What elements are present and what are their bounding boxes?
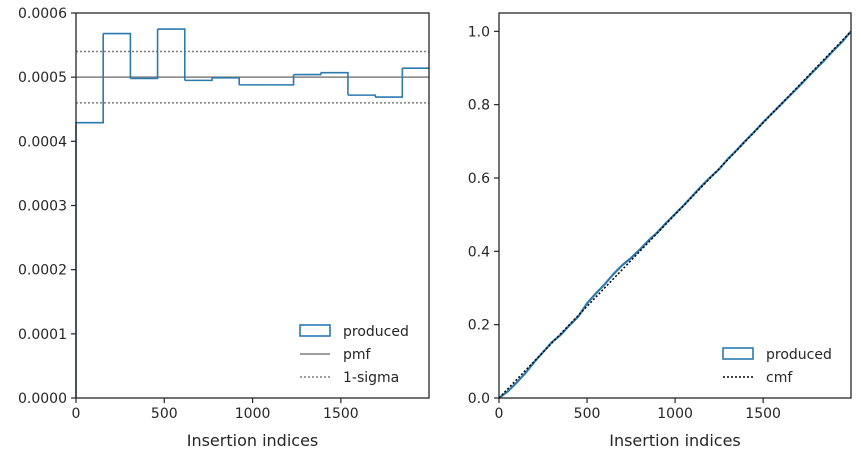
cumulative-legend: produced cmf bbox=[722, 347, 832, 386]
histogram-bin bbox=[266, 74, 295, 86]
x-tick-label: 1000 bbox=[235, 406, 271, 422]
histogram-panel: 0 500 1000 1500 0.0000 0.0001 0.0002 0.0003 0.00… bbox=[18, 6, 430, 450]
histogram-bin bbox=[347, 94, 376, 98]
histogram-ticks: 0 500 1000 1500 0.0000 0.0001 0.0002 0.0003 0.00… bbox=[18, 6, 359, 422]
y-tick-label: 0.6 bbox=[468, 171, 490, 187]
cmf-line bbox=[498, 30, 852, 399]
histogram-legend: produced pmf 1-sigma bbox=[299, 324, 409, 386]
cumulative-xlabel: Insertion indices bbox=[609, 431, 741, 450]
histogram-bin bbox=[130, 29, 159, 80]
y-tick-label: 0.0001 bbox=[18, 327, 67, 343]
histogram-bin bbox=[184, 77, 213, 82]
y-tick-label: 0.8 bbox=[468, 98, 490, 114]
histogram-bin bbox=[211, 77, 240, 85]
legend-produced-label: produced bbox=[766, 347, 832, 363]
y-tick-label: 1.0 bbox=[468, 24, 490, 40]
histogram-axes-frame bbox=[75, 12, 430, 399]
y-tick-label: 0.4 bbox=[468, 244, 490, 260]
legend-produced-label: produced bbox=[343, 324, 409, 340]
x-tick-label: 500 bbox=[574, 406, 601, 422]
histogram-bin bbox=[375, 68, 404, 98]
histogram-bin bbox=[293, 72, 322, 76]
cumulative-ticks: 0 500 1000 1500 0.0 0.2 0.4 0.6 0.8 1.0 bbox=[468, 24, 781, 422]
histogram-xlabel: Insertion indices bbox=[187, 431, 319, 450]
y-tick-label: 0.0003 bbox=[18, 199, 67, 215]
histogram-bin bbox=[320, 71, 349, 96]
histogram-marks bbox=[75, 28, 429, 398]
cumulative-marks bbox=[498, 30, 852, 399]
histogram-bin bbox=[103, 32, 132, 79]
x-tick-label: 0 bbox=[72, 406, 81, 422]
legend-produced-swatch bbox=[299, 324, 331, 337]
x-tick-label: 1500 bbox=[323, 406, 359, 422]
x-tick-label: 1000 bbox=[657, 406, 693, 422]
y-tick-label: 0.0002 bbox=[18, 263, 67, 279]
x-tick-label: 0 bbox=[495, 406, 504, 422]
y-tick-label: 0.2 bbox=[468, 318, 490, 334]
x-tick-label: 1500 bbox=[745, 406, 781, 422]
y-tick-label: 0.0004 bbox=[18, 134, 67, 150]
cumulative-panel: 0 500 1000 1500 0.0 0.2 0.4 0.6 0.8 1.0 Insertion… bbox=[468, 12, 852, 450]
y-tick-label: 0.0005 bbox=[18, 70, 67, 86]
y-tick-label: 0.0 bbox=[468, 391, 490, 407]
histogram-bin bbox=[75, 33, 104, 398]
legend-sigma-label: 1-sigma bbox=[343, 370, 399, 386]
x-tick-label: 500 bbox=[151, 406, 178, 422]
y-tick-label: 0.0000 bbox=[18, 391, 67, 407]
histogram-bin bbox=[157, 28, 186, 81]
legend-produced-swatch bbox=[722, 347, 754, 360]
legend-pmf-label: pmf bbox=[343, 347, 372, 363]
cumulative-axes-frame bbox=[498, 12, 852, 399]
y-tick-label: 0.0006 bbox=[18, 6, 67, 22]
legend-cmf-label: cmf bbox=[766, 370, 793, 386]
